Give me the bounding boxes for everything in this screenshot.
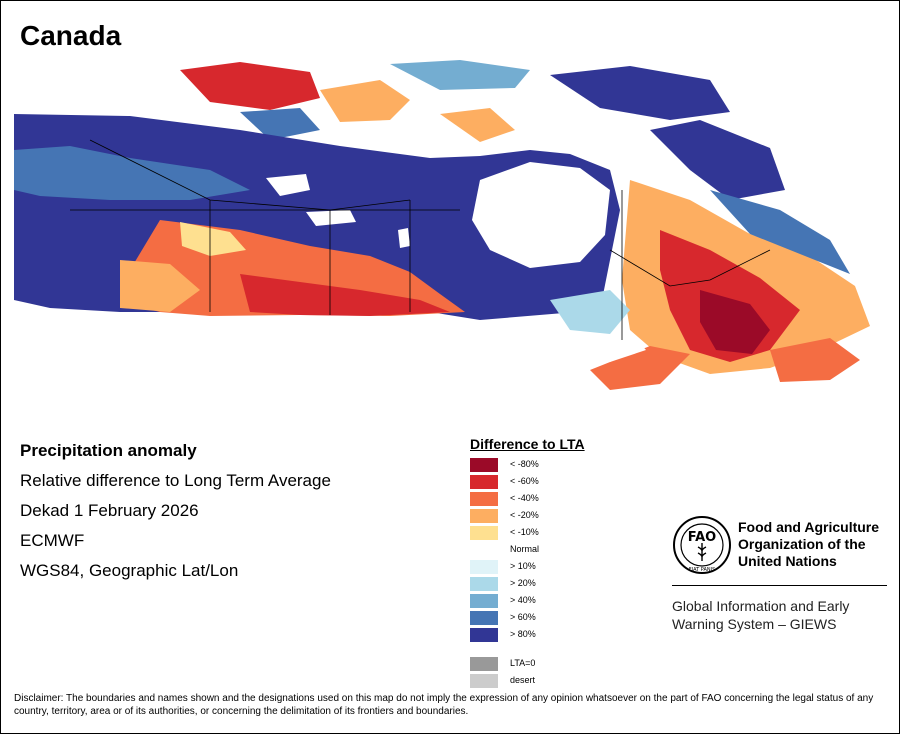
map-title: Canada [20, 20, 122, 51]
legend-item-label: > 60% [510, 612, 536, 622]
legend-item-label: < -40% [510, 493, 539, 503]
legend-item-swatch [470, 475, 498, 489]
province-boundaries [70, 139, 771, 340]
fao-name-line-1: Food and Agriculture [738, 519, 880, 535]
fao-logo-text: FAO [688, 530, 717, 545]
legend-item-swatch [470, 628, 498, 642]
legend-item-row: < -20% [470, 509, 585, 526]
legend-item-swatch [470, 560, 498, 574]
fao-logo-motto: FIAT PANIS [689, 567, 716, 573]
legend-item-label: < -10% [510, 527, 539, 537]
legend-item-label: > 20% [510, 578, 536, 588]
legend-item-row: > 10% [470, 560, 585, 577]
bc-orange [120, 260, 200, 312]
legend-item-swatch [470, 611, 498, 625]
ontario-south-orange [590, 346, 690, 390]
legend-item-label: > 10% [510, 561, 536, 571]
legend: Difference to LTA < -80% < -60% < -40% < -2… [470, 436, 585, 691]
legend-item-swatch [470, 577, 498, 591]
arctic-island-north [390, 60, 530, 90]
legend-item-label: < -80% [510, 459, 539, 469]
great-slave-lake [306, 210, 356, 226]
fao-name: Food and Agriculture Organization of the… [738, 519, 879, 570]
mainland-west-band [14, 146, 250, 200]
legend-item-swatch [470, 594, 498, 608]
legend-item-label: < -20% [510, 510, 539, 520]
legend-extra-row: desert [470, 674, 585, 691]
legend-extra-label: LTA=0 [510, 658, 536, 668]
info-line-1: Relative difference to Long Term Average [20, 471, 331, 490]
legend-item-label: > 80% [510, 629, 536, 639]
legend-extra-label: desert [510, 675, 536, 685]
lake-winnipeg [398, 228, 410, 248]
fao-logo-icon: FAO FIAT PANIS [673, 516, 731, 574]
legend-item-swatch [470, 492, 498, 506]
legend-item-swatch [470, 526, 498, 540]
legend-item-row: < -60% [470, 475, 585, 492]
legend-item-row: > 20% [470, 577, 585, 594]
hudson-bay [472, 162, 610, 268]
legend-title: Difference to LTA [470, 436, 585, 452]
fao-name-line-3: United Nations [738, 553, 837, 569]
prairies-red [240, 274, 450, 316]
info-heading: Precipitation anomaly [20, 441, 197, 460]
legend-item-swatch [470, 509, 498, 523]
giews-line-2: Warning System – GIEWS [672, 616, 837, 632]
info-line-4: WGS84, Geographic Lat/Lon [20, 561, 239, 580]
giews-text: Global Information and Early Warning Sys… [672, 597, 849, 633]
great-bear-lake [266, 174, 310, 196]
arctic-island-west [180, 62, 320, 110]
legend-extra-swatch [470, 657, 498, 671]
arctic-island-small [240, 108, 320, 140]
legend-item-row: < -10% [470, 526, 585, 543]
labrador-blue [710, 190, 850, 274]
fao-name-line-2: Organization of the [738, 536, 866, 552]
arctic-island-orange [440, 108, 515, 142]
legend-item-row: > 40% [470, 594, 585, 611]
info-line-3: ECMWF [20, 531, 85, 550]
legend-item-swatch [470, 543, 498, 557]
legend-extra-swatch [470, 674, 498, 688]
legend-item-row: < -80% [470, 458, 585, 475]
legend-item-row: > 80% [470, 628, 585, 645]
legend-item-row: > 60% [470, 611, 585, 628]
disclaimer: Disclaimer: The boundaries and names sho… [14, 693, 874, 717]
arctic-island-center [320, 80, 410, 122]
map-info: Precipitation anomaly Relative differenc… [20, 440, 331, 590]
info-line-2: Dekad 1 February 2026 [20, 501, 199, 520]
precipitation-anomaly-map [14, 60, 870, 390]
quebec-deep-red [700, 290, 770, 354]
legend-item-row: Normal [470, 543, 585, 560]
maritimes-orange [770, 338, 860, 382]
legend-item-label: Normal [510, 544, 540, 554]
ontario-light [550, 290, 630, 334]
legend-extra-row: LTA=0 [470, 657, 585, 674]
arctic-island-east [550, 66, 730, 120]
legend-item-row: < -40% [470, 492, 585, 509]
legend-item-swatch [470, 458, 498, 472]
legend-item-label: < -60% [510, 476, 539, 486]
baffin-island [650, 120, 785, 200]
great-lakes [590, 332, 646, 362]
bc-light [180, 222, 246, 256]
giews-line-1: Global Information and Early [672, 598, 850, 614]
fao-divider [672, 585, 887, 586]
legend-item-label: > 40% [510, 595, 536, 605]
